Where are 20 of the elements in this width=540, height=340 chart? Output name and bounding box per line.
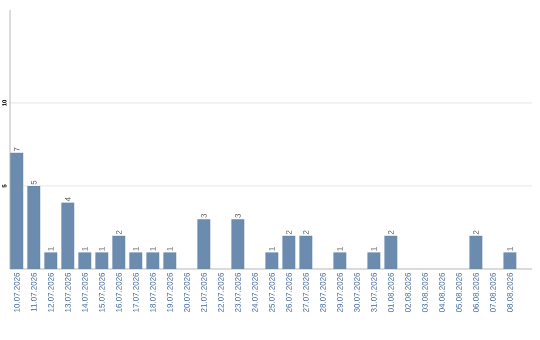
bar xyxy=(112,236,126,269)
bar xyxy=(469,236,482,269)
bar xyxy=(163,252,176,269)
bar xyxy=(27,186,40,269)
bar xyxy=(384,236,398,269)
bar xyxy=(367,252,380,269)
bar xyxy=(299,236,312,269)
bar xyxy=(146,252,160,269)
bar xyxy=(333,252,346,269)
bar xyxy=(95,252,108,269)
bar xyxy=(197,219,210,269)
bar xyxy=(44,252,58,269)
bar xyxy=(265,252,278,269)
bar xyxy=(78,252,92,269)
bar xyxy=(61,202,74,269)
bar xyxy=(503,252,516,269)
bar xyxy=(129,252,142,269)
bar xyxy=(231,219,244,269)
bar xyxy=(282,236,296,269)
bar xyxy=(10,152,24,269)
